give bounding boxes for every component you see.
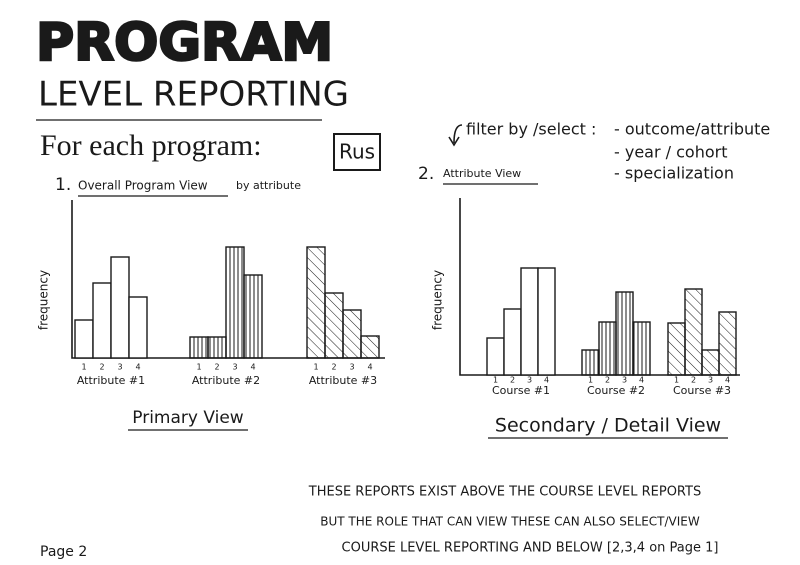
- axis: [71, 200, 385, 359]
- caption: Primary View: [132, 408, 244, 428]
- group-label: Course #2: [587, 384, 645, 397]
- sketch-bar: [537, 267, 556, 376]
- sketch-bar: [684, 288, 703, 376]
- bin-label: 2: [691, 376, 696, 385]
- badge-box: [333, 133, 381, 171]
- bin-label: 3: [708, 376, 713, 385]
- badge: Rus: [339, 140, 375, 164]
- bin-label: 3: [527, 376, 532, 385]
- y-label: frequency: [37, 270, 51, 330]
- bin-label: 3: [117, 363, 122, 372]
- sketch-bar: [598, 321, 617, 376]
- sketch-bar: [718, 311, 737, 376]
- bin-label: 4: [367, 363, 372, 372]
- sketch-bar: [581, 349, 600, 376]
- sketch-bar: [667, 322, 686, 376]
- view-note: by attribute: [236, 179, 301, 192]
- group-label: Course #3: [673, 384, 731, 397]
- sketch-bar: [92, 282, 112, 359]
- sketch-bar: [225, 246, 245, 359]
- bin-label: 4: [135, 363, 140, 372]
- sketch-bar: [110, 256, 130, 359]
- bin-label: 2: [510, 376, 515, 385]
- group-label: Attribute #3: [309, 374, 377, 387]
- bin-label: 4: [544, 376, 549, 385]
- sketch-bar: [128, 296, 148, 359]
- bin-label: 2: [331, 363, 336, 372]
- group-label: Attribute #2: [192, 374, 260, 387]
- bin-label: 1: [81, 363, 86, 372]
- sketch-bar: [486, 337, 505, 376]
- bin-label: 4: [639, 376, 644, 385]
- arrow-head: [448, 136, 460, 147]
- view-title: Overall Program View: [78, 179, 208, 193]
- sketch-bar: [503, 308, 522, 376]
- sketch-bar: [243, 274, 263, 359]
- sketch-bar: [324, 292, 344, 359]
- note: THESE REPORTS EXIST ABOVE THE COURSE LEV…: [308, 485, 701, 500]
- view-number: 2.: [418, 164, 434, 184]
- bin-label: 3: [622, 376, 627, 385]
- sketch-bar: [74, 319, 94, 359]
- bin-label: 1: [588, 376, 593, 385]
- y-label: frequency: [431, 270, 445, 330]
- filter-option: - outcome/attribute: [614, 120, 770, 139]
- view-number: 1.: [55, 175, 71, 195]
- view-title: Attribute View: [443, 167, 521, 180]
- note: COURSE LEVEL REPORTING AND BELOW [2,3,4 …: [342, 541, 719, 556]
- bin-label: 1: [493, 376, 498, 385]
- bin-label: 2: [214, 363, 219, 372]
- sketch-bar: [701, 349, 720, 376]
- bin-label: 3: [232, 363, 237, 372]
- filter-option: - year / cohort: [614, 143, 727, 162]
- sketch-bar: [615, 291, 634, 376]
- bin-label: 3: [349, 363, 354, 372]
- arrow: [453, 124, 463, 144]
- intro: For each program:: [40, 129, 262, 162]
- group-label: Attribute #1: [77, 374, 145, 387]
- note: BUT THE ROLE THAT CAN VIEW THESE CAN ALS…: [320, 515, 700, 529]
- bin-label: 2: [99, 363, 104, 372]
- bin-label: 1: [196, 363, 201, 372]
- bin-label: 2: [605, 376, 610, 385]
- sketch-bar: [520, 267, 539, 376]
- caption: Secondary / Detail View: [495, 415, 721, 437]
- filter-label: filter by /select :: [466, 120, 596, 139]
- sketch-bar: [632, 321, 651, 376]
- filter-option: - specialization: [614, 164, 734, 183]
- subtitle: LEVEL REPORTING: [38, 75, 349, 115]
- bin-label: 4: [250, 363, 255, 372]
- sketch-bar: [342, 309, 362, 359]
- bin-label: 1: [313, 363, 318, 372]
- sketch-bar: [360, 335, 380, 359]
- sketch-bar: [189, 336, 209, 359]
- bin-label: 1: [674, 376, 679, 385]
- bin-label: 4: [725, 376, 730, 385]
- group-label: Course #1: [492, 384, 550, 397]
- page-number: Page 2: [40, 544, 87, 560]
- title: PROGRAM: [36, 13, 333, 73]
- sketch-bar: [306, 246, 326, 359]
- sketch-bar: [207, 336, 227, 359]
